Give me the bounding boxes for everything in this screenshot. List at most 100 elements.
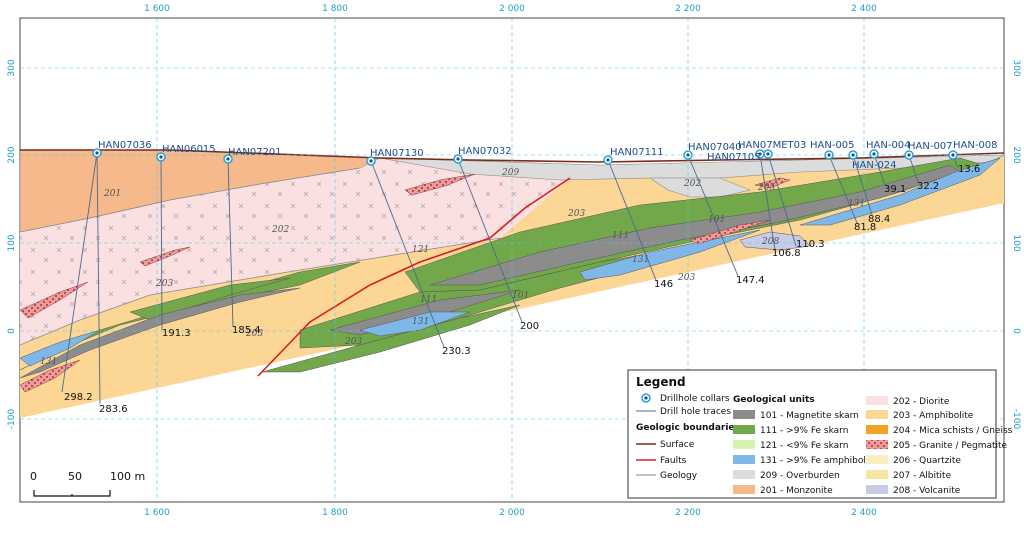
unit-code-label: 203 [677,273,695,283]
depth-label: 191.3 [162,328,191,339]
collar-icon[interactable] [156,152,166,162]
depth-label: 13.6 [958,164,980,175]
legend-unit-label: 208 - Volcanite [893,486,961,496]
collar-icon[interactable] [824,150,834,160]
unit-code-label: 202 [683,179,701,189]
y-tick-label: -100 [7,409,17,430]
y-tick-label: 100 [1011,234,1021,251]
collar-icon[interactable] [869,149,879,159]
depth-label: 298.2 [64,392,93,403]
legend-unit-label: 203 - Amphibolite [893,411,974,421]
collar-icon[interactable] [603,155,613,165]
depth-label: 200 [520,321,539,332]
y-tick-label: 200 [1011,146,1021,163]
scale-label: 0 [30,470,37,483]
collar-icon[interactable] [848,150,858,160]
legend-swatch [866,396,888,405]
y-tick-label: 200 [7,146,17,163]
depth-label: 32.2 [917,181,939,192]
fault-line [257,177,571,377]
unit-code-label: 131 [848,199,865,209]
legend-geology: Geology [660,471,698,481]
unit-code-label: 203 [155,279,173,289]
depth-label: 146 [654,279,673,290]
y-tick-label: -100 [1011,409,1021,430]
unit-code-label: 201 [103,189,121,199]
collar-icon[interactable] [366,156,376,166]
collar-label: HAN07032 [458,146,512,157]
legend-collars: Drillhole collars [660,394,730,404]
collar-label: HAN07040 [688,142,742,153]
legend-title: Legend [636,375,686,389]
legend-unit-label: 207 - Albitite [893,471,952,481]
legend-unit-label: 131 - >9% Fe amphibolite [760,456,878,466]
y-tick-label: 0 [1011,328,1021,334]
legend-faults: Faults [660,456,687,466]
depth-label: 110.3 [796,239,825,250]
unit-code-label: 111 [612,231,629,241]
geology-contact-1 [20,167,361,233]
collar-icon[interactable] [763,149,773,159]
drill-traces [61,152,959,405]
depth-label: 230.3 [442,346,471,357]
unit-code-label: 101 [708,215,725,225]
collar-icon[interactable] [904,150,914,160]
depth-label: 185.4 [232,325,261,336]
unit-code-label: 131 [632,255,649,265]
unit-code-labels: 201 202 202 203 203 203 203 203 209 111 … [40,168,865,367]
legend-unit-label: 202 - Diorite [893,397,950,407]
x-tick-label: 2 400 [851,4,877,14]
collar-label: HAN07130 [370,148,424,159]
unit-code-label: 205 [757,183,775,193]
scale-label: 50 [68,470,82,483]
geology-body [20,18,1004,502]
legend-unit-label: 206 - Quartzite [893,456,961,466]
x-tick-label: 2 200 [675,4,701,14]
x-tick-label: 2 000 [499,4,525,14]
collar-icon[interactable] [223,154,233,164]
collar-label: HAN07MET03 [738,140,806,151]
legend-units-head: Geological units [733,395,815,405]
x-tick-label: 1 800 [322,508,348,518]
geology-contact-2 [20,237,501,346]
x-tick-label: 1 600 [144,508,170,518]
unit-code-label: 121 [412,245,429,255]
collar-label: HAN06015 [162,144,216,155]
unit-208-volcanite [739,231,811,251]
unit-205-granite-2 [20,281,89,319]
collar-icon[interactable] [92,148,102,158]
collar-label: HAN07201 [228,147,282,158]
collar-icon[interactable] [683,150,693,160]
collar-label: HAN-004 [866,140,911,151]
unit-code-label: 111 [420,295,437,305]
unit-101-magnetite-lower [329,289,521,336]
depth-label: 39.1 [884,184,906,195]
unit-205-granite-4 [139,246,191,267]
legend-swatch [733,440,755,449]
unit-111-skarn-band-west2 [129,277,291,321]
legend: Legend Drillhole collars Drill hole trac… [627,369,1013,499]
collar-label: HAN07036 [98,140,152,151]
unit-205-granite-1 [404,173,476,196]
unit-131-amphibolite-fe-3 [799,157,1001,226]
depth-label: 283.6 [99,404,128,415]
legend-unit-label: 121 - <9% Fe skarn [760,441,848,451]
legend-swatch [733,470,755,479]
x-tick-label: 2 200 [675,508,701,518]
y-tick-label: 300 [1011,59,1021,76]
surface-line [20,149,1004,163]
legend-unit-label: 101 - Magnetite skarn [760,411,859,421]
legend-unit-label: 204 - Mica schists / Gneiss [893,426,1013,436]
legend-unit-label: 209 - Overburden [760,471,840,481]
legend-swatch [866,485,888,494]
legend-unit-label: 111 - >9% Fe skarn [760,426,848,436]
x-tick-label: 2 400 [851,508,877,518]
unit-code-label: 203 [245,329,263,339]
collar-label: HAN07105 [707,152,761,163]
collar-icon[interactable] [948,150,958,160]
unit-205-granite-5 [689,219,771,245]
collar-label: HAN-007 [908,141,953,152]
collar-icon[interactable] [453,154,463,164]
depth-label: 147.4 [736,275,765,286]
